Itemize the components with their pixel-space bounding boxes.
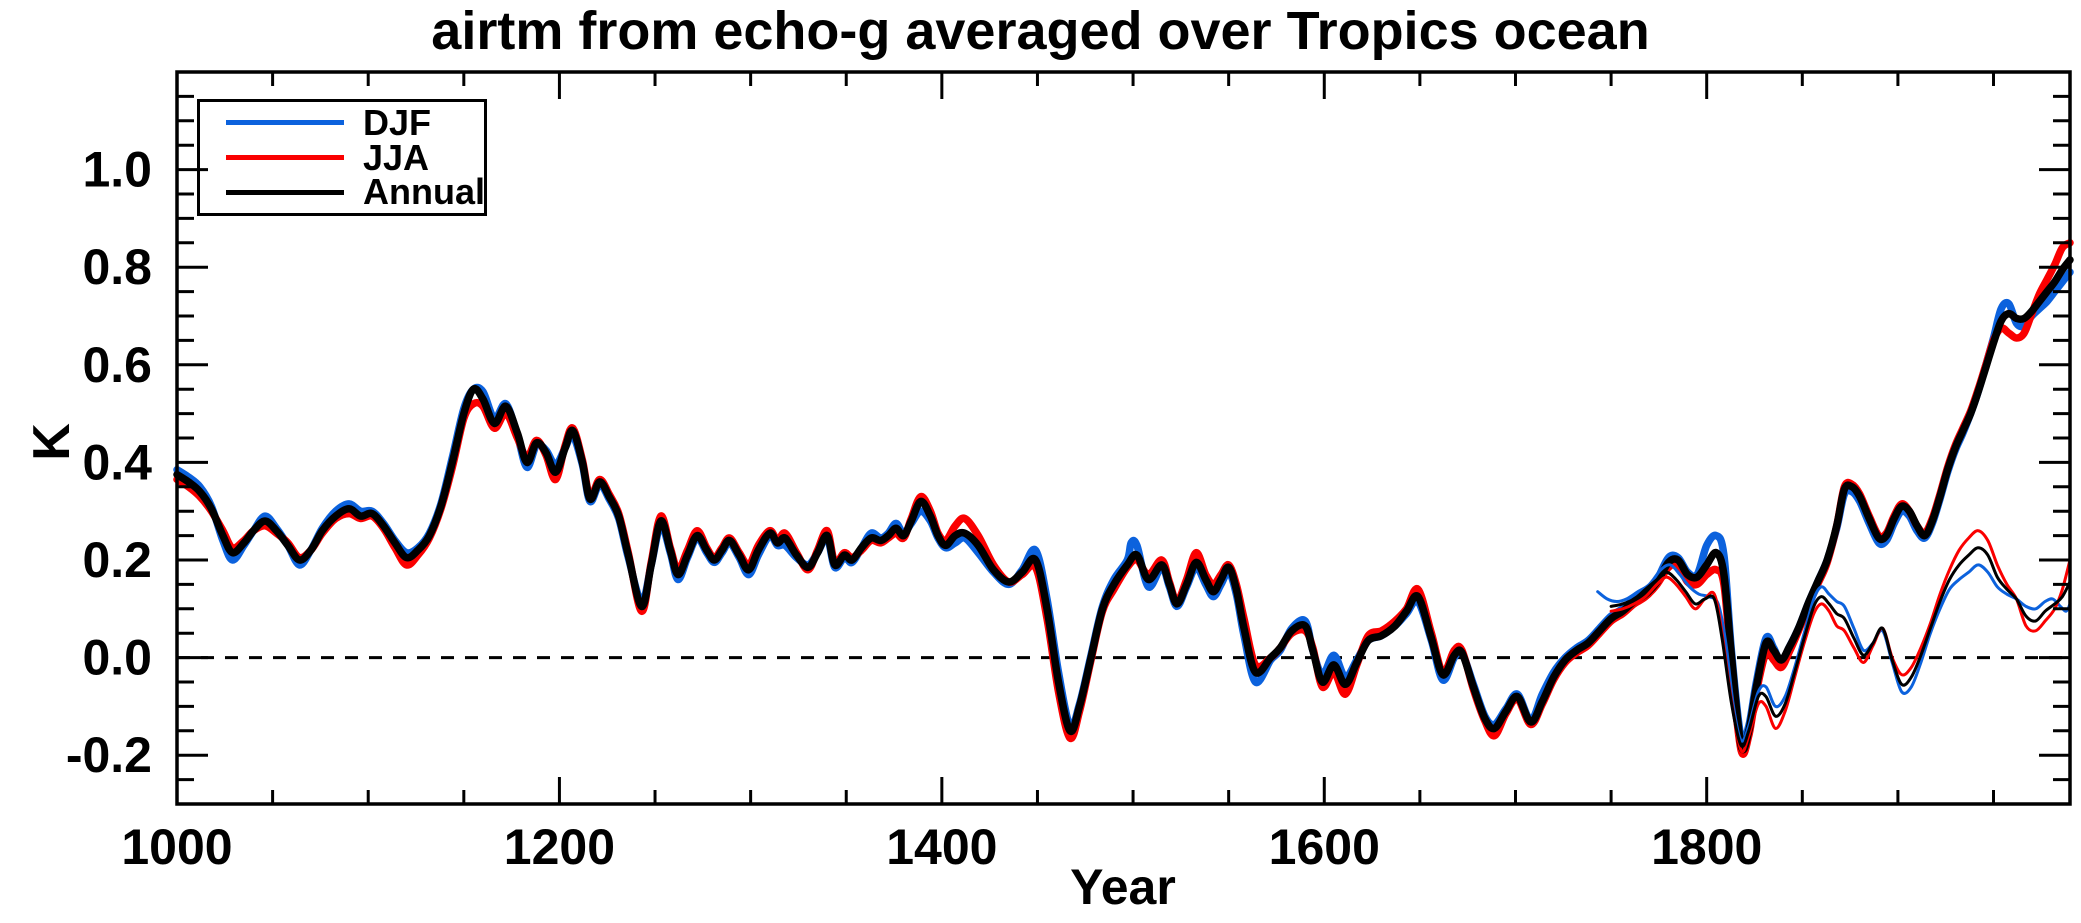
djf-line-swatch <box>226 120 344 126</box>
y-tick-label: 0.0 <box>82 630 152 686</box>
chart-title: airtm from echo-g averaged over Tropics … <box>431 1 1650 61</box>
series-line-jja-thin <box>1609 529 2072 754</box>
annual-line-swatch <box>226 189 344 195</box>
y-tick-label: 0.4 <box>82 434 152 490</box>
legend-item-annual: Annual <box>200 171 485 213</box>
y-tick-label: -0.2 <box>66 727 152 783</box>
x-tick-label: 1200 <box>504 819 615 875</box>
y-tick-label: 1.0 <box>82 142 152 198</box>
y-tick-label: 0.6 <box>82 337 152 393</box>
y-axis-label: K <box>23 423 81 461</box>
x-tick-label: 1400 <box>886 819 997 875</box>
legend-item-djf: DJF <box>200 101 484 143</box>
series-line-annual-thin <box>1609 546 2072 748</box>
jja-line-swatch <box>226 155 344 160</box>
x-tick-label: 1800 <box>1651 819 1762 875</box>
series-line-annual <box>173 256 2074 754</box>
legend-label: Annual <box>363 171 485 213</box>
legend-item-jja: JJA <box>200 136 484 178</box>
legend-label: JJA <box>363 136 430 178</box>
y-tick-label: 0.8 <box>82 239 152 295</box>
x-tick-label: 1600 <box>1269 819 1380 875</box>
legend: DJF JJA Annual <box>197 99 487 216</box>
legend-label: DJF <box>363 101 432 143</box>
series-line-jja <box>173 239 2074 758</box>
x-axis-label: Year <box>1070 859 1176 915</box>
series-line-djf <box>173 268 2074 747</box>
series-line-djf-thin <box>1596 563 2072 743</box>
x-tick-label: 1000 <box>121 819 232 875</box>
y-tick-label: 0.2 <box>82 532 152 588</box>
